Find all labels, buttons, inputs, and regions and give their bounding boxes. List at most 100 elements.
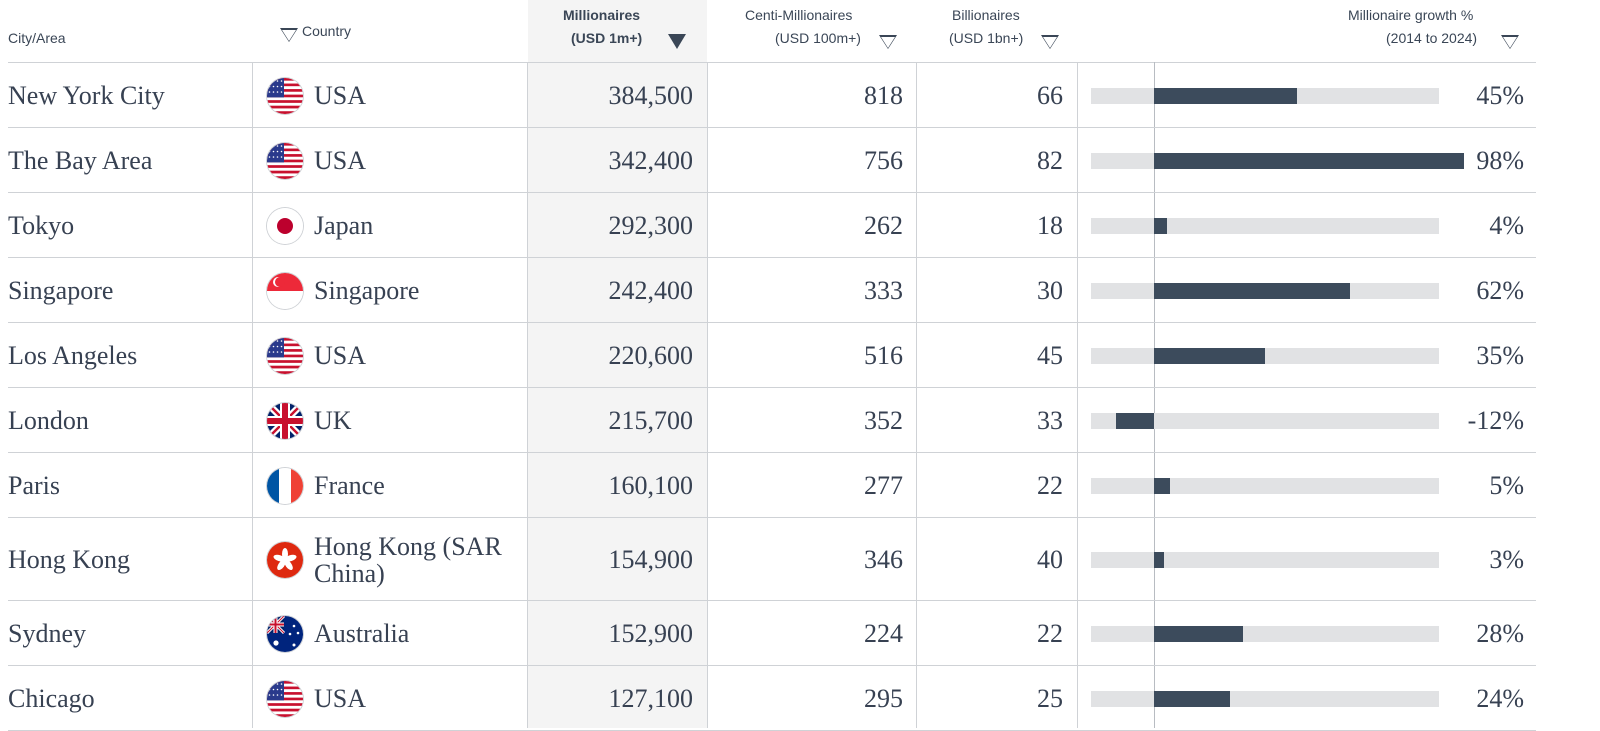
header-millionaires[interactable]: Millionaires (USD 1m+) <box>528 0 707 62</box>
row-divider <box>8 600 1536 601</box>
growth-bar-track <box>1091 412 1439 429</box>
sort-toggle-icon[interactable] <box>1501 35 1519 49</box>
growth-bar-track <box>1091 477 1439 494</box>
singapore-flag-icon <box>267 272 303 309</box>
table-row: Tokyo Japan 292,300 262 18 4% <box>0 193 1536 258</box>
growth-bar-track <box>1091 282 1439 299</box>
header-country[interactable]: Country <box>278 0 518 62</box>
growth-bar-track <box>1091 551 1439 568</box>
millionaires-cell: 220,600 <box>608 340 694 370</box>
centi-millionaires-cell: 346 <box>864 544 903 574</box>
growth-bar-track <box>1091 87 1439 104</box>
japan-flag-icon <box>267 207 303 244</box>
growth-bar-track <box>1091 347 1439 364</box>
header-city-label: City/Area <box>8 30 66 46</box>
table-row: Hong Kong Hong Kong (SAR China) 154,900 346… <box>0 518 1536 601</box>
column-divider <box>916 62 917 728</box>
growth-bar-track <box>1091 217 1439 234</box>
growth-bar <box>1154 347 1265 364</box>
city-cell: Tokyo <box>8 210 75 240</box>
sort-active-icon[interactable] <box>668 34 686 49</box>
row-divider <box>8 192 1536 193</box>
column-divider <box>1077 62 1078 728</box>
centi-millionaires-cell: 818 <box>864 80 903 110</box>
millionaires-cell: 152,900 <box>608 618 694 648</box>
growth-bar <box>1154 625 1243 642</box>
millionaires-cell: 127,100 <box>608 683 694 713</box>
row-divider <box>8 322 1536 323</box>
row-divider <box>8 387 1536 388</box>
millionaires-cell: 292,300 <box>608 210 694 240</box>
billionaires-cell: 33 <box>1037 405 1063 435</box>
growth-value-cell: 5% <box>1489 470 1524 500</box>
centi-millionaires-cell: 262 <box>864 210 903 240</box>
growth-value-cell: 62% <box>1476 275 1524 305</box>
city-cell: New York City <box>8 80 165 110</box>
country-cell: Japan <box>314 211 374 240</box>
row-divider <box>8 517 1536 518</box>
australia-flag-icon <box>267 615 303 652</box>
column-divider <box>252 62 253 728</box>
header-city[interactable]: City/Area <box>8 0 248 62</box>
country-cell: France <box>314 471 385 500</box>
header-billionaires-title: Billionaires <box>952 7 1020 23</box>
growth-bar <box>1154 690 1231 707</box>
sort-toggle-icon[interactable] <box>280 28 298 42</box>
sort-toggle-icon[interactable] <box>1041 35 1059 49</box>
growth-bar <box>1154 152 1465 169</box>
header-centi-millionaires[interactable]: Centi-Millionaires (USD 100m+) <box>707 0 917 62</box>
header-growth-unit: (2014 to 2024) <box>1386 30 1478 46</box>
growth-bar <box>1154 477 1171 494</box>
millionaires-cell: 160,100 <box>608 470 694 500</box>
growth-bar <box>1154 217 1167 234</box>
city-cell: Paris <box>8 470 60 500</box>
centi-millionaires-cell: 333 <box>864 275 903 305</box>
header-billionaires-unit: (USD 1bn+) <box>949 30 1024 46</box>
growth-value-cell: 3% <box>1489 544 1524 574</box>
city-cell: Singapore <box>8 275 114 305</box>
centi-millionaires-cell: 516 <box>864 340 903 370</box>
header-growth[interactable]: Millionaire growth % (2014 to 2024) <box>1077 0 1536 62</box>
city-cell: Los Angeles <box>8 340 138 370</box>
usa-flag-icon <box>267 680 303 717</box>
hong-kong-flag-icon <box>267 541 303 578</box>
billionaires-cell: 25 <box>1037 683 1063 713</box>
growth-bar-track <box>1091 625 1439 642</box>
header-millionaires-unit: (USD 1m+) <box>571 30 643 46</box>
centi-millionaires-cell: 295 <box>864 683 903 713</box>
millionaires-cell: 342,400 <box>608 145 694 175</box>
country-cell: Hong Kong (SAR China) <box>314 531 502 588</box>
table-row: Chicago USA 127,100 295 25 24% <box>0 666 1536 731</box>
country-cell: Singapore <box>314 276 420 305</box>
billionaires-cell: 66 <box>1037 80 1063 110</box>
growth-value-cell: 98% <box>1476 145 1524 175</box>
header-growth-title: Millionaire growth % <box>1348 7 1474 23</box>
header-centi-title: Centi-Millionaires <box>745 7 853 23</box>
column-divider <box>707 62 708 728</box>
growth-value-cell: 35% <box>1476 340 1524 370</box>
billionaires-cell: 22 <box>1037 618 1063 648</box>
billionaires-cell: 45 <box>1037 340 1063 370</box>
country-cell: USA <box>314 341 367 370</box>
growth-bar <box>1154 551 1164 568</box>
centi-millionaires-cell: 756 <box>864 145 903 175</box>
usa-flag-icon <box>267 142 303 179</box>
row-divider <box>8 665 1536 666</box>
country-cell: USA <box>314 684 367 713</box>
centi-millionaires-cell: 352 <box>864 405 903 435</box>
billionaires-cell: 40 <box>1037 544 1063 574</box>
header-billionaires[interactable]: Billionaires (USD 1bn+) <box>917 0 1077 62</box>
table-row: Los Angeles USA 220,600 516 45 35% <box>0 323 1536 388</box>
header-millionaires-title: Millionaires <box>563 7 641 23</box>
centi-millionaires-cell: 224 <box>864 618 903 648</box>
growth-bar <box>1154 87 1297 104</box>
city-cell: Chicago <box>8 683 95 713</box>
usa-flag-icon <box>267 77 303 114</box>
city-cell: London <box>8 405 89 435</box>
country-cell: Australia <box>314 619 410 648</box>
city-cell: The Bay Area <box>8 145 153 175</box>
sort-toggle-icon[interactable] <box>879 35 897 49</box>
table-row: Paris France 160,100 277 22 5% <box>0 453 1536 518</box>
growth-bar <box>1154 282 1351 299</box>
billionaires-cell: 22 <box>1037 470 1063 500</box>
